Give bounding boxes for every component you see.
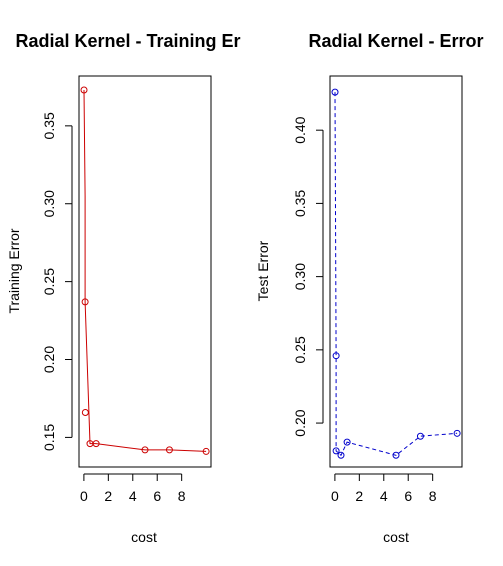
data-point <box>453 429 461 437</box>
x-tick-label: 4 <box>129 488 137 504</box>
data-point <box>141 446 149 454</box>
chart-title: Radial Kernel - Error <box>308 31 483 51</box>
x-tick-label: 8 <box>429 488 437 504</box>
data-point <box>332 352 340 360</box>
x-tick-label: 6 <box>404 488 412 504</box>
y-tick-label: 0.20 <box>41 346 57 373</box>
data-point <box>165 446 173 454</box>
y-axis-label: Test Error <box>255 240 271 301</box>
y-tick-label: 0.30 <box>292 263 308 290</box>
data-point <box>81 408 89 416</box>
data-point <box>392 451 400 459</box>
data-point <box>80 86 88 94</box>
chart-title: Radial Kernel - Training Er <box>15 31 240 51</box>
plot-frame <box>329 75 463 468</box>
training-error-panel: Radial Kernel - Training Er cost Trainin… <box>6 31 241 545</box>
x-tick-label: 0 <box>80 488 88 504</box>
data-point <box>331 88 339 96</box>
x-tick-label: 8 <box>178 488 186 504</box>
x-tick-label: 6 <box>153 488 161 504</box>
y-tick-label: 0.40 <box>292 116 308 143</box>
data-point <box>332 447 340 455</box>
plot-frame <box>78 75 212 468</box>
data-point <box>337 451 345 459</box>
x-tick-label: 2 <box>355 488 363 504</box>
y-axis-label: Training Error <box>6 228 22 313</box>
x-tick-label: 4 <box>380 488 388 504</box>
series-line <box>83 89 207 452</box>
x-axis-label: cost <box>131 529 157 545</box>
y-tick-label: 0.15 <box>41 424 57 451</box>
x-tick-label: 0 <box>331 488 339 504</box>
y-tick-label: 0.30 <box>41 190 57 217</box>
data-point <box>416 432 424 440</box>
x-tick-label: 2 <box>104 488 112 504</box>
series-line <box>334 92 458 457</box>
data-point <box>81 298 89 306</box>
data-point <box>202 447 210 455</box>
y-tick-label: 0.25 <box>292 336 308 363</box>
y-tick-label: 0.25 <box>41 268 57 295</box>
y-tick-label: 0.35 <box>41 112 57 139</box>
data-point <box>343 438 351 446</box>
y-tick-label: 0.20 <box>292 409 308 436</box>
x-axis-label: cost <box>383 529 409 545</box>
data-point <box>92 440 100 448</box>
y-tick-label: 0.35 <box>292 190 308 217</box>
